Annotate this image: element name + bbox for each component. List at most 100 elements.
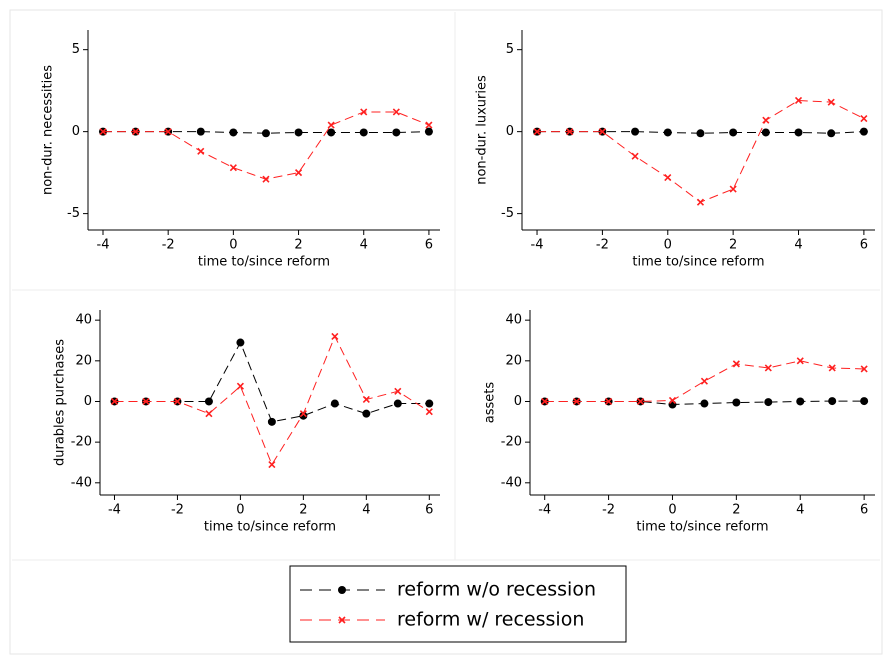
data-point — [598, 128, 606, 136]
data-point — [794, 96, 803, 105]
x-axis-title: time to/since reform — [636, 520, 768, 535]
data-point — [424, 127, 433, 136]
data-point — [229, 164, 237, 172]
x-tick-label: -4 — [531, 238, 544, 253]
data-point — [860, 114, 868, 123]
data-point — [360, 108, 368, 116]
series-line — [537, 131, 864, 134]
data-point — [236, 382, 244, 390]
data-point — [700, 377, 708, 385]
legend-marker — [338, 616, 346, 624]
data-point — [229, 128, 238, 137]
y-tick-label: -20 — [71, 435, 92, 450]
y-tick-label: -5 — [67, 206, 80, 221]
frame — [9, 9, 883, 655]
x-axis-title: time to/since reform — [204, 520, 336, 535]
x-tick-label: 0 — [236, 503, 244, 518]
x-tick-label: -2 — [171, 503, 184, 518]
y-tick-label: 5 — [72, 42, 80, 57]
data-point — [696, 198, 705, 206]
y-tick-label: -40 — [71, 475, 92, 490]
data-point — [796, 357, 804, 365]
data-point — [566, 128, 574, 136]
data-point — [700, 399, 709, 408]
y-axis-title: non-dur. necessities — [41, 65, 56, 195]
y-tick-label: 0 — [514, 394, 522, 409]
data-point — [732, 398, 741, 407]
data-point — [173, 397, 182, 406]
data-point — [330, 399, 339, 408]
data-point — [327, 128, 336, 137]
data-point — [729, 185, 737, 193]
data-point — [573, 397, 581, 406]
x-tick-label: 4 — [360, 238, 368, 253]
x-axis-title: time to/since reform — [198, 255, 330, 270]
data-point — [729, 128, 738, 137]
x-tick-label: -4 — [538, 503, 551, 518]
data-point — [761, 128, 770, 137]
y-tick-label: 20 — [505, 353, 522, 368]
data-point — [860, 365, 868, 373]
x-tick-label: 6 — [860, 503, 868, 518]
legend-marker — [338, 586, 346, 594]
y-tick-label: 20 — [75, 353, 92, 368]
x-tick-label: 6 — [425, 503, 433, 518]
x-tick-label: 6 — [860, 238, 868, 253]
data-point — [425, 408, 433, 416]
x-tick-label: 2 — [299, 503, 307, 518]
data-point — [631, 152, 639, 160]
data-point — [362, 409, 371, 418]
x-tick-label: 2 — [729, 238, 737, 253]
data-point — [696, 129, 705, 138]
y-axis-title: durables purchases — [53, 339, 68, 466]
x-tick-label: 4 — [794, 238, 802, 253]
y-axis-title: assets — [483, 382, 498, 424]
data-point — [425, 121, 433, 129]
legend-box — [289, 565, 627, 643]
data-point — [164, 128, 172, 136]
y-tick-label: 0 — [506, 124, 514, 139]
x-tick-label: -2 — [596, 238, 609, 253]
legend-label: reform w/o recession — [397, 579, 596, 601]
data-point — [828, 364, 836, 372]
data-point — [636, 397, 645, 406]
data-point — [859, 127, 868, 136]
y-tick-label: -20 — [501, 435, 522, 450]
data-point — [132, 128, 140, 136]
y-tick-label: -40 — [501, 475, 522, 490]
data-point — [196, 127, 205, 136]
data-point — [732, 360, 740, 368]
data-point — [393, 399, 402, 408]
data-point — [331, 332, 339, 340]
y-tick-label: 5 — [506, 42, 514, 57]
data-point — [664, 173, 672, 182]
data-point — [197, 147, 205, 155]
x-tick-label: -4 — [97, 238, 110, 253]
data-point — [204, 397, 213, 406]
x-axis-title: time to/since reform — [632, 255, 764, 270]
data-point — [142, 397, 150, 406]
x-tick-label: 2 — [732, 503, 740, 518]
data-point — [268, 460, 276, 469]
x-tick-label: 0 — [664, 238, 672, 253]
data-point — [425, 399, 434, 408]
data-point — [294, 128, 303, 137]
y-tick-label: 0 — [72, 124, 80, 139]
data-point — [827, 129, 836, 138]
x-tick-label: -2 — [162, 238, 175, 253]
data-point — [828, 397, 837, 406]
data-point — [541, 397, 549, 406]
x-tick-label: 0 — [668, 503, 676, 518]
data-point — [860, 397, 869, 406]
data-point — [110, 397, 119, 406]
data-point — [394, 387, 402, 395]
y-tick-label: 40 — [75, 313, 92, 328]
data-point — [299, 410, 307, 418]
data-point — [392, 108, 400, 116]
y-axis-title: non-dur. luxuries — [475, 75, 490, 185]
data-point — [663, 128, 672, 137]
data-point — [99, 128, 107, 136]
data-point — [794, 128, 803, 137]
x-tick-label: -4 — [108, 503, 121, 518]
data-point — [262, 175, 270, 183]
